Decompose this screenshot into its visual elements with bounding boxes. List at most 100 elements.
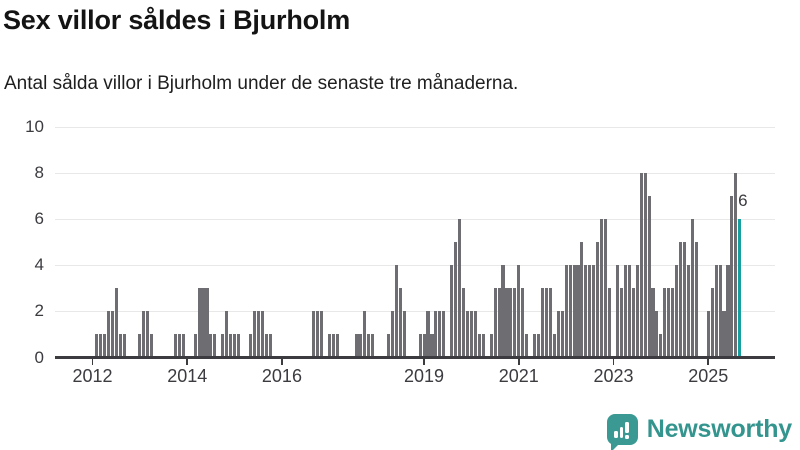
bar xyxy=(225,311,229,358)
bar xyxy=(627,265,631,358)
x-axis-tick-label: 2021 xyxy=(498,366,539,386)
bar xyxy=(142,311,146,358)
bar xyxy=(473,311,477,358)
bar xyxy=(252,311,256,358)
bar xyxy=(600,219,604,358)
bar xyxy=(386,334,391,358)
x-axis-tick-label: 2023 xyxy=(593,366,634,386)
bar xyxy=(694,242,698,358)
bar xyxy=(505,288,509,358)
bar xyxy=(722,311,726,358)
bar xyxy=(659,334,663,358)
bar xyxy=(426,311,430,358)
x-axis-tick xyxy=(423,358,425,365)
bar xyxy=(655,311,659,358)
bar xyxy=(434,311,438,358)
x-axis-tick-label: 2014 xyxy=(167,366,208,386)
bar xyxy=(671,288,675,358)
bar xyxy=(608,288,612,358)
bar xyxy=(229,334,233,358)
bar xyxy=(260,311,264,358)
bar xyxy=(556,311,560,358)
x-axis-tick-label: 2016 xyxy=(261,366,302,386)
bar xyxy=(94,334,98,358)
bar xyxy=(146,311,150,358)
x-axis-tick xyxy=(612,358,615,365)
bar xyxy=(454,242,458,358)
bar xyxy=(197,288,201,358)
chart-title: Sex villor såldes i Bjurholm xyxy=(3,5,351,35)
x-axis-tick-label: 2025 xyxy=(688,366,729,386)
bar xyxy=(256,311,260,358)
gridline xyxy=(55,172,775,174)
bar xyxy=(615,265,620,358)
bar xyxy=(675,265,679,358)
bar xyxy=(193,334,197,358)
bar xyxy=(706,311,710,358)
bar xyxy=(517,265,521,358)
bar xyxy=(209,334,213,358)
bar xyxy=(667,288,671,358)
bar xyxy=(110,311,114,358)
x-axis-tick xyxy=(186,358,189,365)
bar xyxy=(102,334,106,358)
bar xyxy=(359,334,363,358)
speech-bubble-tail xyxy=(610,442,620,450)
bar xyxy=(213,334,217,358)
x-axis-tick-label: 2012 xyxy=(72,366,113,386)
bar xyxy=(730,196,734,358)
newsworthy-logo: Newsworthy xyxy=(606,412,792,450)
bar xyxy=(402,311,406,358)
y-axis-tick-label: 10 xyxy=(25,117,44,136)
bar xyxy=(663,288,667,358)
bar xyxy=(315,311,320,358)
bar xyxy=(718,265,722,358)
bar xyxy=(469,311,473,358)
bar xyxy=(631,288,635,358)
x-axis-line xyxy=(55,356,775,359)
bar xyxy=(536,334,541,358)
bar xyxy=(390,311,395,358)
bar xyxy=(489,334,493,358)
bar xyxy=(679,242,683,358)
bar xyxy=(533,334,537,358)
bar xyxy=(596,242,600,358)
bar xyxy=(98,334,102,358)
bar xyxy=(580,242,584,358)
bar xyxy=(643,173,647,358)
y-axis-tick-label: 6 xyxy=(34,209,44,229)
bar xyxy=(177,334,181,358)
bar xyxy=(461,288,466,358)
gridline xyxy=(55,218,775,220)
bar xyxy=(521,288,525,358)
bar xyxy=(568,265,572,358)
bar xyxy=(458,219,462,358)
bar xyxy=(501,265,505,358)
bar xyxy=(651,288,655,358)
bar xyxy=(264,334,268,358)
bar xyxy=(509,288,513,358)
highlight-value-label: 6 xyxy=(738,191,748,210)
bar xyxy=(493,288,497,358)
bar xyxy=(398,288,402,358)
bar xyxy=(221,334,225,358)
x-axis-tick xyxy=(517,358,520,365)
bar xyxy=(268,334,272,358)
bar xyxy=(201,288,205,358)
bar xyxy=(181,334,185,358)
bar xyxy=(331,334,335,358)
bar xyxy=(481,334,485,358)
bar xyxy=(122,334,126,358)
chart-subtitle: Antal sålda villor i Bjurholm under de s… xyxy=(4,73,519,94)
bar xyxy=(513,288,517,358)
bar xyxy=(639,173,643,358)
bar xyxy=(114,288,118,358)
bar xyxy=(584,265,588,358)
bar xyxy=(619,288,623,358)
brand-name: Newsworthy xyxy=(646,414,792,443)
bar xyxy=(604,219,608,358)
bar xyxy=(367,334,371,358)
gridline xyxy=(55,264,775,266)
bar xyxy=(544,288,548,358)
